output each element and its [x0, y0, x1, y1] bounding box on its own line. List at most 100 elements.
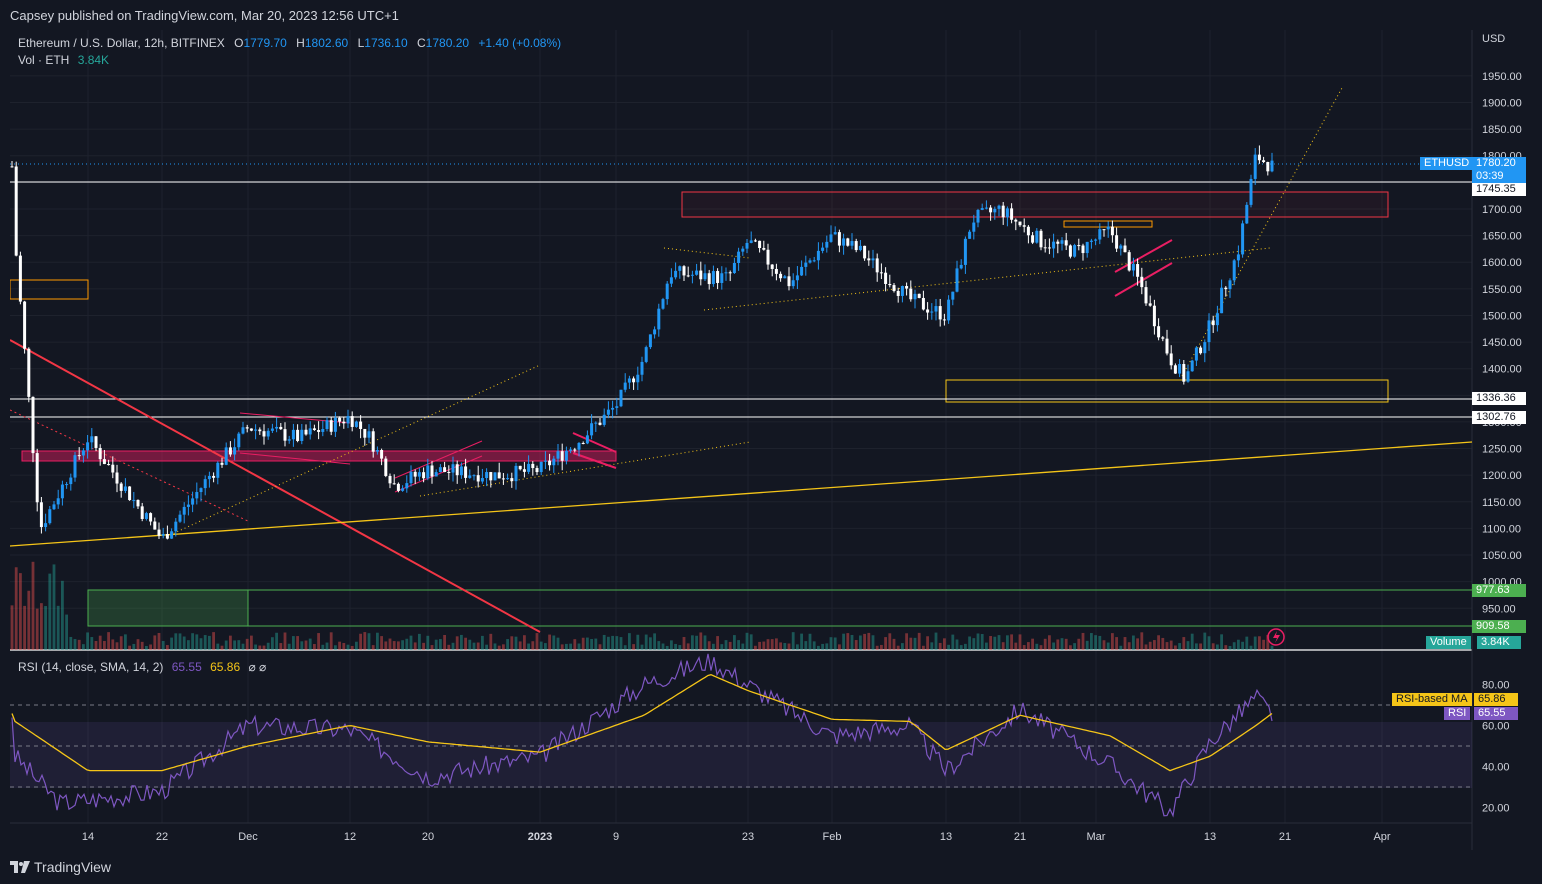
candle-body	[900, 286, 904, 296]
pink-channel-bottom	[1114, 262, 1173, 297]
candle-body	[388, 475, 392, 484]
candle-body	[774, 268, 778, 274]
volume-bar	[56, 605, 60, 650]
symbol-legend[interactable]: Ethereum / U.S. Dollar, 12h, BITFINEX O1…	[18, 36, 561, 50]
volume-bar	[506, 639, 509, 650]
time-axis-label: Apr	[1373, 831, 1390, 843]
volume-bar	[964, 643, 967, 650]
candle-body	[984, 207, 988, 209]
volume-bar	[1253, 636, 1257, 650]
volume-bar	[212, 632, 215, 650]
candle-body	[795, 275, 799, 281]
chart-area[interactable]: 1950.001900.001850.001800.001750.001700.…	[9, 30, 1532, 850]
pink-zone	[21, 450, 617, 462]
candle-body	[644, 347, 648, 362]
brand-name: TradingView	[34, 859, 112, 875]
volume-bar	[518, 641, 522, 650]
volume-bar	[812, 641, 816, 650]
tradingview-logo[interactable]: TradingView	[10, 859, 111, 875]
time-axis-label: 22	[156, 831, 168, 843]
volume-bar	[476, 642, 480, 650]
volume-bar	[1136, 638, 1139, 650]
bottom-bar	[0, 850, 1542, 884]
volume-bar	[632, 644, 635, 650]
level-tag-1745: 1745.35	[1472, 183, 1526, 196]
volume-bar	[245, 638, 249, 650]
candle-body	[409, 471, 413, 484]
candle-body	[993, 208, 997, 213]
volume-bar	[628, 633, 631, 650]
candle-body	[720, 273, 724, 283]
candle-body	[1253, 154, 1257, 179]
candle-body	[657, 308, 661, 330]
candle-body	[182, 506, 186, 515]
candle-body	[132, 499, 136, 501]
candle-body	[1106, 226, 1110, 230]
candle-body	[224, 447, 228, 465]
candle-body	[249, 428, 253, 431]
candle-body	[682, 266, 686, 276]
volume-bar	[1006, 635, 1009, 650]
candle-body	[808, 260, 812, 263]
level-tag-1336: 1336.36	[1472, 392, 1526, 405]
volume-bar	[972, 638, 976, 650]
rsi-legend[interactable]: RSI (14, close, SMA, 14, 2) 65.55 65.86 …	[18, 660, 266, 674]
volume-bar	[1069, 645, 1072, 650]
rsi-ma-value-tag: 65.86	[1474, 693, 1518, 706]
volume-legend[interactable]: Vol · ETH 3.84K	[18, 53, 109, 67]
candle-body	[426, 465, 430, 479]
candle-body	[1190, 360, 1194, 372]
volume-bars	[10, 561, 1274, 650]
candle-body	[1081, 245, 1085, 254]
volume-bar	[1178, 643, 1181, 650]
rsi-settings-icons[interactable]: ⌀ ⌀	[248, 660, 267, 674]
candle-body	[871, 258, 875, 261]
volume-bar	[153, 635, 157, 650]
volume-bar	[149, 644, 152, 650]
candle-body	[1039, 230, 1043, 248]
volume-bar	[762, 641, 766, 650]
volume-bar	[875, 645, 879, 650]
time-axis-label: 2023	[528, 831, 552, 843]
volume-bar	[187, 640, 190, 650]
volume-bar	[1203, 632, 1207, 650]
candle-body	[308, 428, 312, 435]
volume-bar	[703, 635, 707, 650]
candle-body	[1140, 276, 1144, 288]
candle-body	[56, 498, 60, 505]
volume-bar	[1186, 641, 1190, 650]
candle-body	[884, 272, 888, 284]
volume-tag: Volume	[1426, 636, 1471, 649]
candle-body	[1257, 154, 1261, 161]
alert-icon[interactable]	[1267, 628, 1285, 646]
pink-channel-top	[1114, 239, 1173, 273]
volume-bar	[1102, 640, 1106, 650]
volume-bar	[888, 633, 892, 650]
volume-bar	[296, 636, 299, 650]
candle-body	[921, 297, 925, 310]
candle-body	[850, 241, 854, 246]
candle-body	[31, 396, 35, 454]
candle-body	[27, 348, 31, 397]
candle-body	[951, 291, 955, 300]
volume-bar	[275, 632, 278, 650]
candle-body	[606, 409, 610, 415]
candle-body	[531, 463, 535, 469]
candle-body	[749, 240, 753, 243]
price-chart[interactable]: 1950.001900.001850.001800.001750.001700.…	[9, 30, 1532, 850]
candle-body	[1064, 240, 1068, 246]
volume-bar	[943, 638, 946, 650]
candle-body	[556, 451, 560, 459]
volume-bar	[502, 644, 505, 650]
volume-bar	[233, 640, 236, 650]
candle-body	[816, 250, 820, 261]
candle-body	[447, 471, 451, 473]
rsi-label: RSI (14, close, SMA, 14, 2)	[18, 660, 164, 674]
volume-bar	[1022, 645, 1026, 650]
volume-bar	[250, 635, 253, 650]
volume-bar	[182, 636, 186, 650]
volume-bar	[670, 640, 673, 650]
time-axis-label: Mar	[1087, 831, 1106, 843]
volume-bar	[514, 636, 518, 650]
candle-body	[480, 478, 484, 482]
